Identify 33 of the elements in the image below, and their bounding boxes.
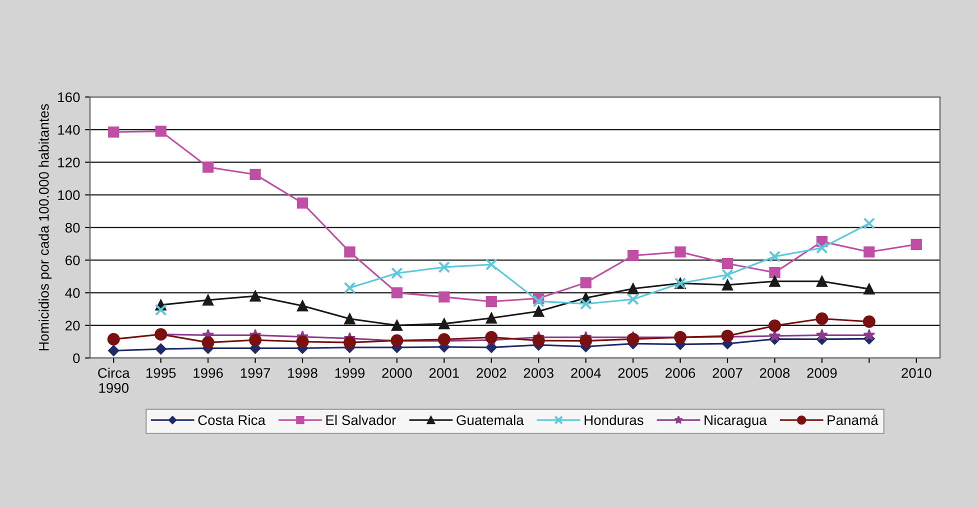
y-tick-label: 100	[58, 190, 80, 200]
y-tick-label: 40	[65, 288, 80, 298]
x-tick-label: 2007	[712, 368, 742, 378]
x-tick-label: 2008	[760, 368, 790, 378]
y-tick-label: 20	[66, 320, 80, 331]
y-axis-title: Homicidios por cada 100.000 habitantes	[38, 104, 52, 350]
y-tick-label: 0	[73, 353, 80, 364]
legend-label: Nicaragua	[704, 414, 767, 428]
y-tick-label: 80	[65, 222, 80, 233]
legend-label: El Salvador	[326, 414, 396, 426]
x-tick-label: 2001	[429, 368, 459, 378]
x-tick-label: 2002	[476, 368, 506, 378]
legend-label: Honduras	[584, 414, 644, 426]
y-tick-label: 160	[58, 92, 80, 102]
x-tick-label: 1999	[335, 368, 365, 378]
legend-label: Costa Rica	[198, 414, 266, 426]
legend-label: Guatemala	[456, 414, 524, 426]
y-tick-label: 120	[58, 158, 80, 168]
x-tick-label: 1996	[194, 368, 223, 378]
x-tick-label: 2004	[571, 368, 601, 378]
x-tick-label: Circa 1990	[98, 368, 130, 393]
x-tick-label: 1997	[240, 368, 270, 378]
x-tick-label: 2010	[902, 368, 932, 378]
x-tick-label: 1995	[146, 368, 176, 378]
y-tick-label: 140	[58, 124, 80, 135]
x-tick-label: 2000	[382, 368, 412, 378]
legend-label: Panamá	[828, 414, 878, 426]
x-tick-label: 2005	[618, 368, 648, 378]
x-tick-label: 1998	[288, 368, 318, 378]
y-tick-label: 60	[66, 255, 80, 266]
x-tick-label: 2006	[666, 368, 696, 378]
x-tick-label: 2009	[807, 368, 837, 378]
x-tick-label: 2003	[524, 368, 554, 378]
